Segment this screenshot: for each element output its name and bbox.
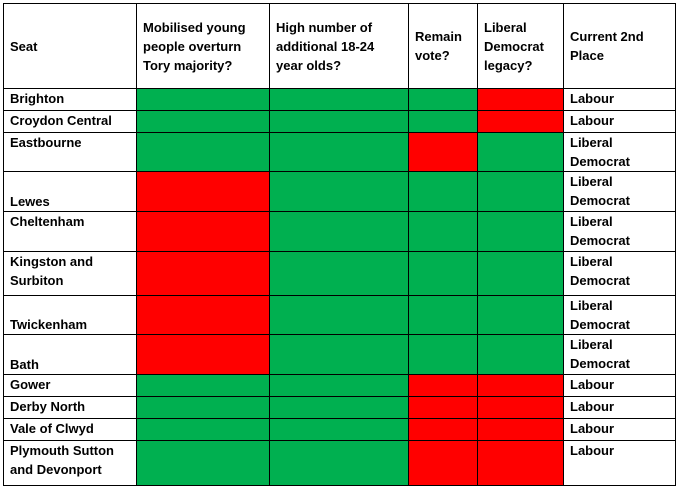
table-row: Eastbourne Liberal Democrat	[3, 132, 676, 172]
current-2nd-place: Labour	[563, 88, 676, 111]
table-row: Kingston and Surbiton Liberal Democrat	[3, 251, 676, 296]
current-2nd-place: Labour	[563, 440, 676, 486]
seat-name: Plymouth Sutton and Devonport	[3, 440, 137, 486]
seat-name: Eastbourne	[3, 132, 137, 172]
seat-name: Twickenham	[3, 295, 137, 335]
header-current-2nd-place: Current 2nd Place	[563, 3, 676, 89]
lib-dem-legacy-status-cell	[477, 295, 564, 335]
remain-status-cell	[408, 110, 478, 133]
seat-name: Lewes	[3, 171, 137, 212]
additional-18-24-status-cell	[269, 396, 409, 419]
table-row: Vale of Clwyd Labour	[3, 418, 676, 441]
mobilised-status-cell	[136, 110, 270, 133]
seats-table: Seat Mobilised young people overturn Tor…	[3, 3, 676, 486]
current-2nd-place: Labour	[563, 396, 676, 419]
remain-status-cell	[408, 396, 478, 419]
remain-status-cell	[408, 334, 478, 375]
seat-name: Bath	[3, 334, 137, 375]
additional-18-24-status-cell	[269, 418, 409, 441]
header-row: Seat Mobilised young people overturn Tor…	[3, 3, 676, 89]
table-body: Brighton Labour Croydon Central Labour Eastb…	[3, 88, 676, 486]
header-seat: Seat	[3, 3, 137, 89]
mobilised-status-cell	[136, 211, 270, 252]
seat-name: Derby North	[3, 396, 137, 419]
additional-18-24-status-cell	[269, 110, 409, 133]
additional-18-24-status-cell	[269, 132, 409, 172]
mobilised-status-cell	[136, 334, 270, 375]
table-row: Twickenham Liberal Democrat	[3, 295, 676, 335]
lib-dem-legacy-status-cell	[477, 374, 564, 397]
current-2nd-place: Liberal Democrat	[563, 211, 676, 252]
lib-dem-legacy-status-cell	[477, 251, 564, 296]
mobilised-status-cell	[136, 132, 270, 172]
remain-status-cell	[408, 418, 478, 441]
current-2nd-place: Labour	[563, 418, 676, 441]
seat-name: Gower	[3, 374, 137, 397]
current-2nd-place: Liberal Democrat	[563, 171, 676, 212]
additional-18-24-status-cell	[269, 334, 409, 375]
mobilised-status-cell	[136, 396, 270, 419]
table-row: Cheltenham Liberal Democrat	[3, 211, 676, 252]
table-row: Gower Labour	[3, 374, 676, 397]
header-mobilised-young-people: Mobilised young people overturn Tory maj…	[136, 3, 270, 89]
remain-status-cell	[408, 295, 478, 335]
remain-status-cell	[408, 171, 478, 212]
lib-dem-legacy-status-cell	[477, 132, 564, 172]
seat-name: Croydon Central	[3, 110, 137, 133]
remain-status-cell	[408, 251, 478, 296]
remain-status-cell	[408, 440, 478, 486]
current-2nd-place: Labour	[563, 374, 676, 397]
lib-dem-legacy-status-cell	[477, 88, 564, 111]
seat-name: Brighton	[3, 88, 137, 111]
additional-18-24-status-cell	[269, 440, 409, 486]
additional-18-24-status-cell	[269, 211, 409, 252]
mobilised-status-cell	[136, 374, 270, 397]
remain-status-cell	[408, 88, 478, 111]
additional-18-24-status-cell	[269, 295, 409, 335]
table-row: Derby North Labour	[3, 396, 676, 419]
current-2nd-place: Labour	[563, 110, 676, 133]
table-row: Plymouth Sutton and Devonport Labour	[3, 440, 676, 486]
lib-dem-legacy-status-cell	[477, 211, 564, 252]
additional-18-24-status-cell	[269, 88, 409, 111]
lib-dem-legacy-status-cell	[477, 418, 564, 441]
lib-dem-legacy-status-cell	[477, 440, 564, 486]
seat-name: Cheltenham	[3, 211, 137, 252]
current-2nd-place: Liberal Democrat	[563, 251, 676, 296]
mobilised-status-cell	[136, 88, 270, 111]
mobilised-status-cell	[136, 171, 270, 212]
header-lib-dem-legacy: Liberal Democrat legacy?	[477, 3, 564, 89]
lib-dem-legacy-status-cell	[477, 396, 564, 419]
additional-18-24-status-cell	[269, 251, 409, 296]
additional-18-24-status-cell	[269, 171, 409, 212]
header-additional-18-24: High number of additional 18-24 year old…	[269, 3, 409, 89]
table-row: Bath Liberal Democrat	[3, 334, 676, 375]
table-row: Lewes Liberal Democrat	[3, 171, 676, 212]
current-2nd-place: Liberal Democrat	[563, 295, 676, 335]
current-2nd-place: Liberal Democrat	[563, 334, 676, 375]
table-row: Croydon Central Labour	[3, 110, 676, 133]
mobilised-status-cell	[136, 440, 270, 486]
remain-status-cell	[408, 132, 478, 172]
current-2nd-place: Liberal Democrat	[563, 132, 676, 172]
header-remain-vote: Remain vote?	[408, 3, 478, 89]
lib-dem-legacy-status-cell	[477, 334, 564, 375]
seat-name: Vale of Clwyd	[3, 418, 137, 441]
mobilised-status-cell	[136, 295, 270, 335]
remain-status-cell	[408, 211, 478, 252]
mobilised-status-cell	[136, 251, 270, 296]
remain-status-cell	[408, 374, 478, 397]
seat-name: Kingston and Surbiton	[3, 251, 137, 296]
mobilised-status-cell	[136, 418, 270, 441]
table-row: Brighton Labour	[3, 88, 676, 111]
lib-dem-legacy-status-cell	[477, 110, 564, 133]
lib-dem-legacy-status-cell	[477, 171, 564, 212]
additional-18-24-status-cell	[269, 374, 409, 397]
